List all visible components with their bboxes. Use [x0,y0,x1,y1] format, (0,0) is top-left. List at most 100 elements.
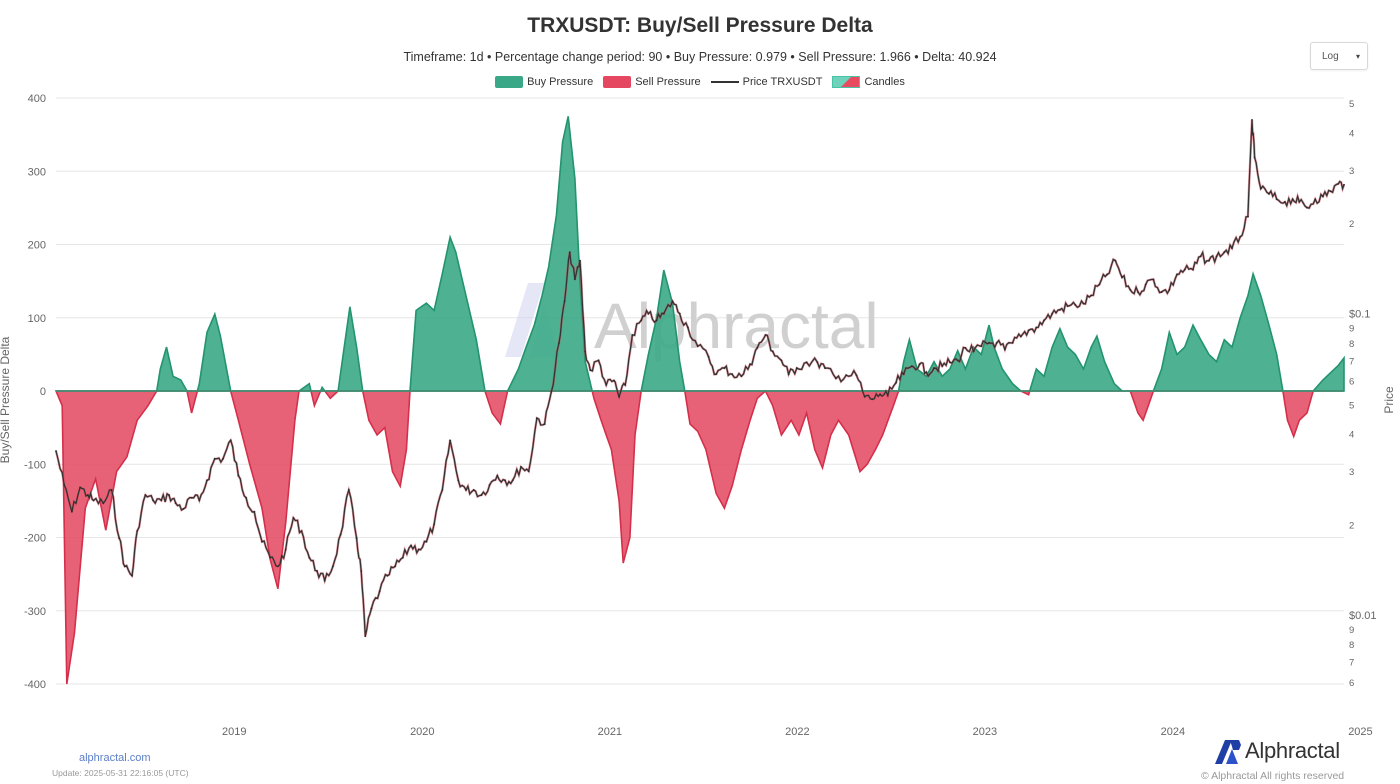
price-point [631,334,634,336]
price-point [386,574,389,577]
price-point [563,300,566,303]
price-point [213,457,216,460]
price-point [1098,283,1101,286]
left-tick-label: -100 [24,459,46,471]
price-point [360,570,363,572]
x-tick-label: 2019 [222,726,246,738]
price-point [433,523,436,526]
legend-swatch-buy [495,76,524,88]
scale-select[interactable]: Log ▾ [1310,42,1368,70]
price-point [568,251,571,254]
price-point [1275,198,1278,201]
price-point [1314,198,1317,201]
price-point [1192,268,1194,271]
price-point [1284,201,1286,203]
price-point [956,359,959,362]
legend-label: Candles [864,76,905,88]
alphractal-logo-icon [1215,740,1241,764]
price-point [723,367,726,369]
price-point [229,439,232,442]
price-point [118,537,121,539]
price-point [284,548,287,551]
right-tick-label: 8 [1349,339,1354,350]
legend-item-buy-pressure[interactable]: Buy Pressure [495,76,593,88]
right-tick-label: 8 [1349,640,1354,651]
price-point [918,363,921,366]
right-tick-label: $0.1 [1349,309,1370,321]
price-point [715,373,718,376]
price-point [589,369,592,371]
price-point [465,489,467,491]
x-tick-label: 2024 [1161,726,1185,738]
price-point [1160,291,1163,293]
price-point [550,391,553,393]
price-point [144,494,147,496]
price-point [640,319,643,322]
price-point [964,347,967,349]
price-point [269,556,272,559]
brand-logo[interactable]: Alphractal [1213,737,1340,765]
legend-swatch-candles [832,76,861,88]
price-point [972,350,975,353]
price-layer [54,118,1346,638]
price-point [756,347,759,349]
x-tick-label: 2022 [785,726,809,738]
legend-item-price[interactable]: Price TRXUSDT [710,76,822,88]
price-point [472,489,475,491]
price-point [1168,288,1171,291]
price-point [394,565,396,568]
price-point [496,474,499,477]
price-point [1129,288,1132,291]
right-tick-label: 3 [1349,166,1354,177]
price-point [902,373,905,376]
left-tick-label: 400 [28,93,46,105]
x-tick-label: 2023 [973,726,997,738]
legend-item-sell-pressure[interactable]: Sell Pressure [603,76,701,88]
price-point [206,479,208,482]
price-point [696,345,699,348]
price-point [1114,259,1117,262]
legend-item-candles[interactable]: Candles [832,76,905,88]
price-point [425,540,428,543]
left-tick-label: 0 [40,386,46,398]
right-tick-label: 5 [1349,99,1354,110]
price-point [370,607,373,610]
price-point [1268,192,1270,195]
price-point [339,533,342,536]
watermark-text: Alphractal [594,290,879,362]
price-point [543,423,546,426]
price-point [300,530,303,532]
price-point [749,363,751,366]
legend-label: Sell Pressure [635,76,701,88]
price-point [805,361,808,364]
price-point [941,365,944,368]
price-point [895,381,897,384]
price-point [1306,206,1308,209]
price-point [886,394,889,397]
price-point [824,367,827,369]
site-link[interactable]: alphractal.com [79,752,151,764]
price-point [131,574,133,577]
left-axis-title: Buy/Sell Pressure Delta [0,336,12,463]
price-point [1343,183,1345,186]
price-point [1011,341,1014,344]
price-point [1035,326,1038,329]
right-tick-label: 4 [1349,430,1354,441]
legend-swatch-sell [603,76,632,88]
price-point [222,457,224,460]
price-point [1247,215,1249,218]
price-point [535,417,538,420]
legend-label: Buy Pressure [527,76,594,88]
price-point [949,361,951,364]
price-point [323,579,326,582]
price-point [277,565,279,568]
legend-swatch-price [710,81,739,83]
price-point [863,395,866,398]
price-point [1004,348,1006,351]
price-point [364,635,367,638]
price-point [687,326,689,329]
price-point [355,537,358,539]
price-point [678,312,681,315]
x-tick-label: 2025 [1348,726,1372,738]
